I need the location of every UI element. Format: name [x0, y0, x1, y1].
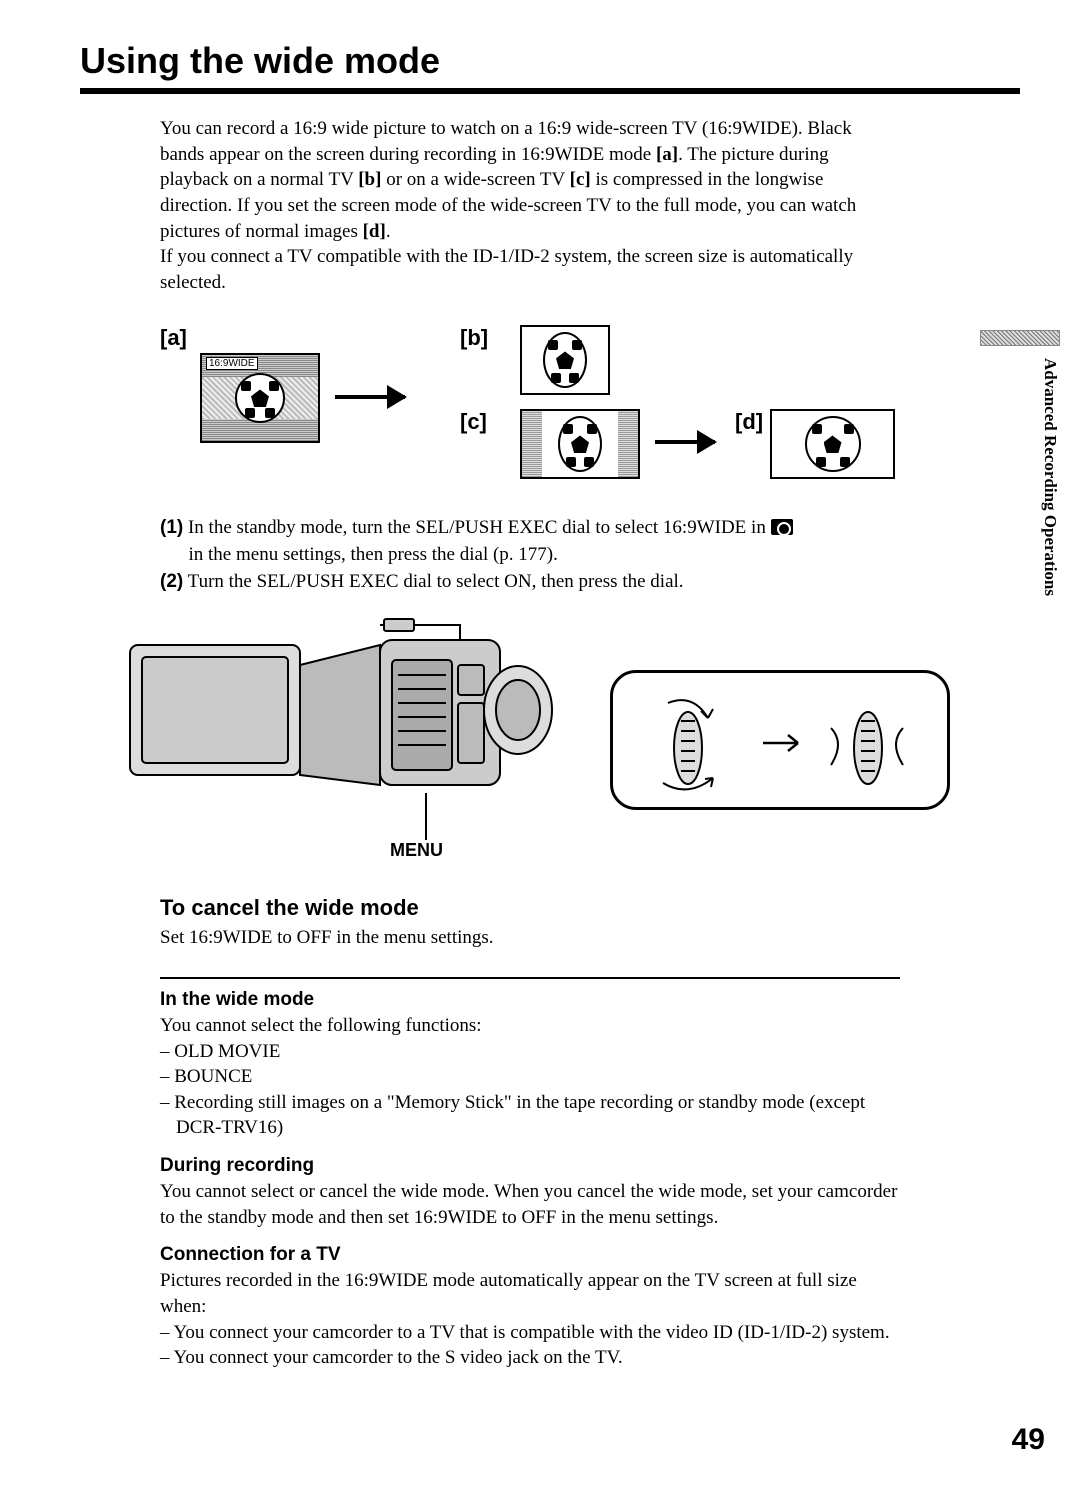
wide-mode-lead: You cannot select the following function…	[160, 1013, 900, 1039]
dial-turn-icon	[613, 673, 953, 813]
intro-text: .	[386, 221, 391, 242]
ref-b: [b]	[358, 169, 381, 190]
instruction-illustration: MENU	[120, 615, 1020, 865]
list-item: – You connect your camcorder to the S vi…	[160, 1345, 900, 1371]
diagram-label-b: [b]	[460, 325, 488, 351]
intro-paragraph: You can record a 16:9 wide picture to wa…	[160, 116, 900, 295]
page-number: 49	[1012, 1423, 1045, 1457]
camera-settings-icon	[771, 519, 793, 535]
side-tab-decoration	[980, 330, 1060, 346]
step-1: (1) In the standby mode, turn the SEL/PU…	[160, 515, 900, 568]
intro-text: or on a wide-screen TV	[381, 169, 569, 190]
list-item: – OLD MOVIE	[160, 1039, 900, 1065]
soccer-ball-icon	[235, 373, 285, 423]
list-item: – Recording still images on a "Memory St…	[160, 1090, 900, 1141]
step-text: in the menu settings, then press the dia…	[184, 544, 558, 565]
screen-a: 16:9WIDE	[200, 353, 320, 443]
steps-list: (1) In the standby mode, turn the SEL/PU…	[160, 515, 900, 595]
intro-text-2: If you connect a TV compatible with the …	[160, 246, 853, 293]
connection-heading: Connection for a TV	[160, 1244, 1020, 1266]
diagram-label-c: [c]	[460, 409, 487, 435]
section-rule	[160, 977, 900, 979]
soccer-ball-icon	[805, 416, 861, 472]
connection-lead: Pictures recorded in the 16:9WIDE mode a…	[160, 1268, 900, 1319]
arrow-icon	[335, 395, 405, 399]
title-rule	[80, 88, 1020, 94]
wide-mode-diagram: [a] 16:9WIDE [b] [c] [d]	[120, 325, 1020, 485]
ref-c: [c]	[570, 169, 591, 190]
diagram-label-a: [a]	[160, 325, 187, 351]
badge-16-9: 16:9WIDE	[206, 357, 258, 370]
menu-pointer-line	[425, 793, 427, 840]
during-body: You cannot select or cancel the wide mod…	[160, 1179, 900, 1230]
wide-mode-list: – OLD MOVIE – BOUNCE – Recording still i…	[160, 1039, 900, 1142]
list-item: – BOUNCE	[160, 1064, 900, 1090]
screen-d	[770, 409, 895, 479]
soccer-ball-icon	[543, 332, 587, 388]
during-heading: During recording	[160, 1155, 1020, 1177]
screen-c	[520, 409, 640, 479]
section-tab: Advanced Recording Operations	[1040, 358, 1060, 596]
list-item: – You connect your camcorder to a TV tha…	[160, 1320, 900, 1346]
dial-instruction-box	[610, 670, 950, 810]
arrow-icon	[655, 440, 715, 444]
screen-b	[520, 325, 610, 395]
cancel-heading: To cancel the wide mode	[160, 895, 1020, 921]
cancel-body: Set 16:9WIDE to OFF in the menu settings…	[160, 925, 900, 951]
soccer-ball-icon	[558, 416, 602, 472]
connection-list: – You connect your camcorder to a TV tha…	[160, 1320, 900, 1371]
diagram-label-d: [d]	[735, 409, 763, 435]
step-number: (2)	[160, 571, 183, 592]
ref-a: [a]	[656, 144, 678, 165]
step-text: Turn the SEL/PUSH EXEC dial to select ON…	[183, 571, 683, 592]
page-title: Using the wide mode	[80, 40, 1020, 82]
step-number: (1)	[160, 517, 183, 538]
camcorder-illustration	[120, 615, 560, 835]
step-2: (2) Turn the SEL/PUSH EXEC dial to selec…	[160, 569, 900, 596]
menu-label: MENU	[390, 840, 443, 861]
ref-d: [d]	[363, 221, 386, 242]
step-text: In the standby mode, turn the SEL/PUSH E…	[183, 517, 770, 538]
wide-mode-heading: In the wide mode	[160, 989, 1020, 1011]
